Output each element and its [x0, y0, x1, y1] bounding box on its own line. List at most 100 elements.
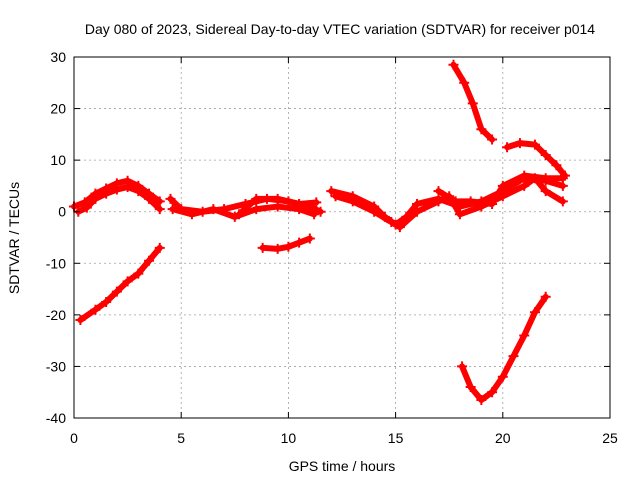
data-point [465, 196, 476, 207]
data-point [165, 193, 176, 204]
data-point [122, 181, 133, 192]
x-tick-label: 10 [281, 430, 297, 446]
data-point [272, 193, 283, 204]
data-point [167, 204, 178, 215]
data-point [386, 217, 397, 228]
x-tick-label: 25 [602, 430, 618, 446]
data-point [144, 193, 155, 204]
data-point [90, 304, 101, 315]
grid [74, 57, 610, 418]
data-point [412, 206, 423, 217]
data-point [154, 204, 165, 215]
data-point [519, 170, 530, 181]
data-point [519, 180, 530, 191]
y-axis-label: SDTVAR / TECUs [6, 182, 22, 294]
series-band-mid-c [234, 193, 322, 220]
data-point [476, 394, 487, 405]
data-point [283, 241, 294, 252]
series-low-arc [257, 233, 315, 254]
data-point [369, 206, 380, 217]
data-point [311, 197, 322, 208]
data-point [186, 209, 197, 220]
data-point [133, 268, 144, 279]
data-point [90, 193, 101, 204]
x-axis-label: GPS time / hours [289, 458, 396, 474]
data-point [448, 59, 459, 70]
data-point [133, 186, 144, 197]
data-point [540, 173, 551, 184]
data-point [111, 286, 122, 297]
data-point [257, 242, 268, 253]
data-point [454, 209, 465, 220]
data-point [557, 196, 568, 207]
data-point [559, 170, 570, 181]
data-point [487, 198, 498, 209]
data-point [272, 243, 283, 254]
y-tick-label: -20 [46, 307, 66, 323]
data-point [476, 124, 487, 135]
data-point [450, 196, 461, 207]
y-tick-label: -40 [46, 410, 66, 426]
x-tick-label: 15 [388, 430, 404, 446]
data-point [75, 315, 86, 326]
data-point [330, 191, 341, 202]
data-point [514, 138, 525, 149]
y-tick-label: -30 [46, 358, 66, 374]
data-point [347, 196, 358, 207]
data-point [459, 77, 470, 88]
data-point [304, 233, 315, 244]
data-point [433, 196, 444, 207]
data-point [467, 98, 478, 109]
data-point [144, 255, 155, 266]
data-point [465, 382, 476, 393]
series-high-arc [448, 59, 498, 145]
data-point [309, 209, 320, 220]
data-point [487, 387, 498, 398]
data-point [122, 276, 133, 287]
data-series [69, 59, 570, 405]
data-point [101, 188, 112, 199]
series-descending-arc [75, 242, 165, 326]
y-tick-label: 30 [50, 49, 66, 65]
y-tick-label: 10 [50, 152, 66, 168]
data-point [529, 307, 540, 318]
series-band-late-c [433, 170, 568, 209]
data-point [519, 330, 530, 341]
series-main-band-b [73, 181, 165, 217]
data-point [81, 202, 92, 213]
data-point [251, 193, 262, 204]
y-tick-label: -10 [46, 255, 66, 271]
data-point [487, 134, 498, 145]
data-point [101, 296, 112, 307]
series-line [504, 140, 568, 179]
data-point [540, 291, 551, 302]
data-point [433, 186, 444, 197]
axis-ticks: 0 5 10 15 20 25 -40 -30 -20 -10 0 10 20 30 [46, 49, 618, 446]
data-point [502, 142, 513, 153]
data-point [551, 160, 562, 171]
data-point [154, 242, 165, 253]
data-point [315, 206, 326, 217]
data-point [251, 204, 262, 215]
data-point [497, 371, 508, 382]
data-point [529, 139, 540, 150]
x-tick-label: 5 [177, 430, 185, 446]
data-point [540, 149, 551, 160]
y-tick-label: 0 [58, 204, 66, 220]
chart-title: Day 080 of 2023, Sidereal Day-to-day VTE… [85, 21, 595, 37]
data-point [508, 351, 519, 362]
x-tick-label: 0 [70, 430, 78, 446]
x-tick-label: 20 [495, 430, 511, 446]
data-point [326, 186, 337, 197]
data-point [111, 184, 122, 195]
data-point [540, 186, 551, 197]
data-point [497, 180, 508, 191]
data-point [457, 361, 468, 372]
data-point [294, 198, 305, 209]
data-point [234, 209, 245, 220]
data-point [208, 204, 219, 215]
series-line [77, 244, 163, 324]
plot-frame [73, 56, 611, 419]
series-late-high-arc [502, 138, 570, 181]
